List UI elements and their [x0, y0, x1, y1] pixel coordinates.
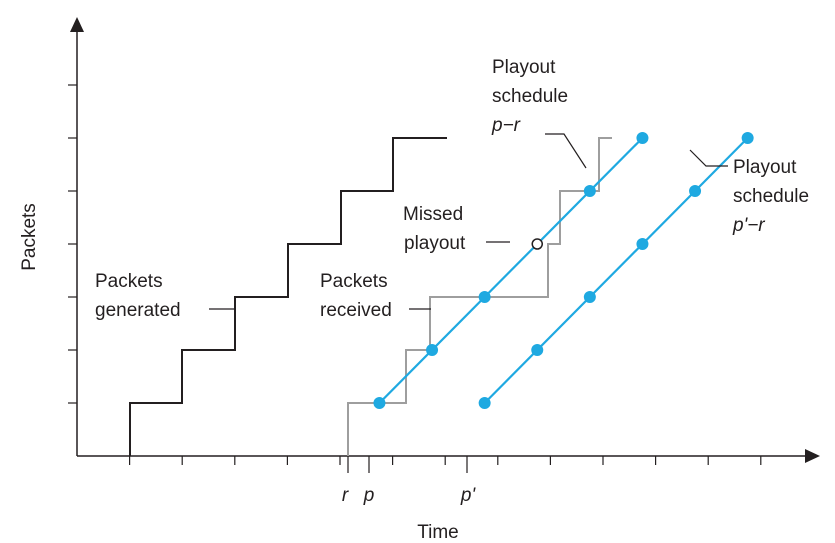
tick-label-p: p	[363, 485, 375, 506]
schedule2-label-line3: p'−r	[732, 215, 765, 236]
label-leader-lines	[209, 133, 728, 310]
playout-point	[741, 132, 754, 144]
packets-received-staircase	[347, 137, 612, 456]
playout-point	[531, 344, 544, 356]
schedule1-line	[378, 137, 644, 404]
packets-generated-staircase	[129, 137, 447, 456]
packets-received-label-line1: Packets	[320, 271, 388, 292]
playout-schedule-p-minus-r	[373, 132, 649, 409]
playout-point	[478, 397, 491, 409]
schedule1-label-line1: Playout	[492, 57, 556, 78]
missed-playout-label-line1: Missed	[403, 204, 463, 225]
y-axis-label: Packets	[19, 203, 40, 271]
tick-label-r: r	[342, 485, 349, 506]
y-axis-arrowhead	[70, 17, 84, 32]
playout-point	[583, 185, 596, 197]
playout-point	[636, 132, 649, 144]
playout-point	[689, 185, 702, 197]
schedule1-leader	[545, 133, 587, 169]
playout-point	[636, 238, 649, 250]
schedule1-label-line2: schedule	[492, 86, 568, 107]
x-axis-ticks	[129, 456, 762, 473]
packets-generated-label-line1: Packets	[95, 271, 163, 292]
schedule2-line	[483, 137, 749, 404]
x-axis-label: Time	[417, 522, 459, 543]
schedule2-label-line1: Playout	[733, 157, 797, 178]
missed-playout-label-line2: playout	[404, 233, 466, 254]
packets-generated-label-line2: generated	[95, 300, 181, 321]
x-axis-arrowhead	[805, 449, 820, 463]
playout-point	[478, 291, 491, 303]
schedule1-label-line3: p−r	[491, 115, 521, 136]
playout-point	[373, 397, 386, 409]
tick-label-p-prime: p'	[460, 485, 477, 506]
packets-received-label-line2: received	[320, 300, 392, 321]
schedule2-leader	[689, 149, 728, 167]
y-axis-ticks	[68, 84, 77, 404]
playout-point	[426, 344, 439, 356]
schedule2-label-line2: schedule	[733, 186, 809, 207]
playout-point	[583, 291, 596, 303]
missed-playout-point	[531, 238, 543, 250]
playout-schedule-p-prime-minus-r	[478, 132, 754, 409]
